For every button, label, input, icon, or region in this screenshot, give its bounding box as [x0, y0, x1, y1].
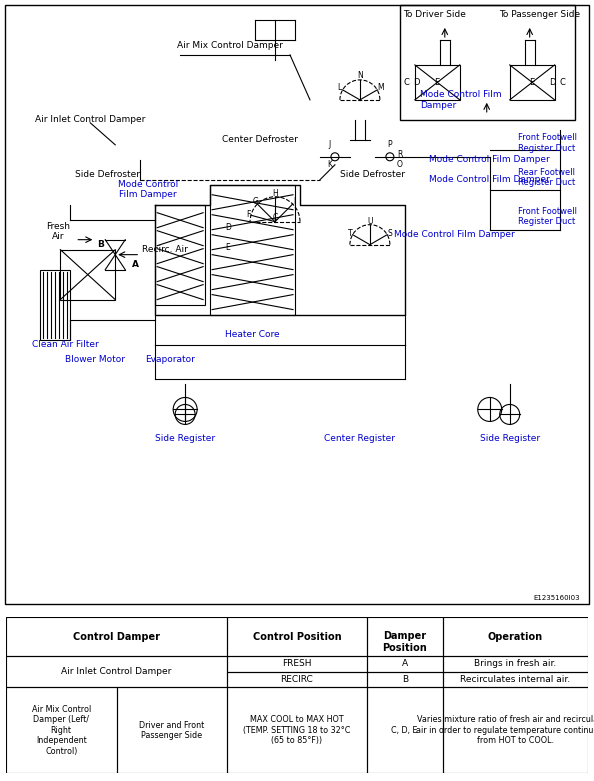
Text: L: L	[337, 84, 342, 92]
Text: Control Position: Control Position	[252, 632, 342, 641]
Text: Air Mix Control Damper: Air Mix Control Damper	[177, 41, 283, 50]
Bar	[40, 269, 70, 340]
Bar	[367, 672, 443, 687]
Text: Center Defroster: Center Defroster	[222, 135, 298, 144]
Text: Fresh
Air: Fresh Air	[46, 222, 70, 241]
Bar	[443, 672, 588, 687]
Text: A: A	[402, 659, 407, 669]
Text: E1235160I03: E1235160I03	[533, 595, 580, 601]
Text: Mode Control Film Damper: Mode Control Film Damper	[429, 155, 550, 164]
Text: Center Register: Center Register	[324, 434, 396, 444]
Bar	[443, 617, 588, 656]
Text: Side Register: Side Register	[155, 434, 215, 444]
Bar	[367, 617, 443, 656]
Text: Clean Air Filter: Clean Air Filter	[32, 340, 99, 348]
Text: A: A	[132, 260, 139, 269]
Text: Driver and Front
Passenger Side: Driver and Front Passenger Side	[139, 721, 204, 740]
Bar	[510, 65, 555, 100]
Bar	[6, 617, 227, 656]
Text: Varies mixture ratio of fresh air and recirculation
air in order to regulate tem: Varies mixture ratio of fresh air and re…	[416, 715, 594, 745]
Text: R: R	[397, 150, 403, 159]
Text: D: D	[225, 223, 231, 232]
Text: Side Defroster: Side Defroster	[340, 170, 405, 180]
Text: Brings in fresh air.: Brings in fresh air.	[474, 659, 557, 669]
Text: Evaporator: Evaporator	[146, 355, 195, 363]
Text: P: P	[387, 140, 392, 149]
Bar	[227, 672, 367, 687]
Bar	[227, 617, 367, 656]
Text: S: S	[387, 229, 392, 237]
Text: B: B	[402, 675, 407, 684]
Bar	[415, 65, 460, 100]
Text: T: T	[347, 229, 352, 237]
Text: J: J	[329, 140, 331, 149]
Text: N: N	[357, 71, 363, 80]
Text: D: D	[413, 78, 420, 87]
Text: E: E	[434, 78, 440, 87]
Text: Control Damper: Control Damper	[73, 632, 160, 641]
Bar	[6, 687, 116, 773]
Text: O: O	[397, 160, 403, 169]
Bar	[443, 687, 588, 773]
Text: Operation: Operation	[488, 632, 543, 641]
Text: Side Defroster: Side Defroster	[75, 170, 140, 180]
Bar	[155, 205, 205, 305]
Bar	[443, 656, 588, 672]
Text: Damper
Position: Damper Position	[383, 631, 427, 653]
Bar	[6, 656, 227, 687]
Text: Front Footwell
Register Duct: Front Footwell Register Duct	[518, 133, 577, 152]
Text: H: H	[272, 189, 278, 198]
Text: Mode Control Film
Damper: Mode Control Film Damper	[420, 90, 501, 109]
Bar	[227, 656, 367, 672]
Text: M: M	[377, 84, 384, 92]
Text: U: U	[367, 217, 372, 226]
Bar	[367, 687, 443, 773]
Text: I: I	[293, 198, 296, 206]
Text: Air Inlet Control Damper: Air Inlet Control Damper	[35, 116, 146, 124]
Text: Heater Core: Heater Core	[225, 330, 279, 339]
Text: Side Register: Side Register	[479, 434, 540, 444]
Bar	[61, 250, 115, 300]
Text: C: C	[273, 212, 277, 222]
Text: Mode Control
Film Damper: Mode Control Film Damper	[118, 180, 178, 199]
Text: C: C	[404, 78, 410, 87]
Text: Rear Footwell
Register Duct: Rear Footwell Register Duct	[518, 168, 575, 187]
Text: Air Inlet Control Damper: Air Inlet Control Damper	[61, 667, 172, 676]
Text: E: E	[529, 78, 535, 87]
Text: F: F	[246, 210, 250, 219]
Text: Blower Motor: Blower Motor	[65, 355, 125, 363]
Text: C, D, E: C, D, E	[391, 726, 418, 735]
Text: G: G	[252, 198, 258, 206]
Text: To Passenger Side: To Passenger Side	[499, 10, 580, 20]
Text: Recirculates internal air.: Recirculates internal air.	[460, 675, 570, 684]
Text: FRESH: FRESH	[282, 659, 312, 669]
Text: E: E	[226, 243, 230, 251]
Bar	[227, 687, 367, 773]
Bar	[210, 185, 295, 315]
Text: B: B	[97, 241, 104, 249]
Text: Mode Control Film Damper: Mode Control Film Damper	[429, 175, 550, 184]
Text: Air Mix Control
Damper (Left/
Right
Independent
Control): Air Mix Control Damper (Left/ Right Inde…	[31, 705, 91, 755]
Text: MAX COOL to MAX HOT
(TEMP. SETTING 18 to 32°C
(65 to 85°F)): MAX COOL to MAX HOT (TEMP. SETTING 18 to…	[244, 715, 350, 745]
Text: Mode Control Film Damper: Mode Control Film Damper	[394, 230, 515, 239]
Text: To Driver Side: To Driver Side	[403, 10, 466, 20]
Text: Recirc. Air: Recirc. Air	[142, 245, 188, 254]
Bar	[367, 656, 443, 672]
Text: RECIRC: RECIRC	[280, 675, 314, 684]
Text: Front Footwell
Register Duct: Front Footwell Register Duct	[518, 207, 577, 226]
Text: K: K	[327, 160, 333, 169]
Bar	[400, 5, 574, 119]
Text: C: C	[560, 78, 565, 87]
Bar	[116, 687, 227, 773]
Text: D: D	[549, 78, 556, 87]
